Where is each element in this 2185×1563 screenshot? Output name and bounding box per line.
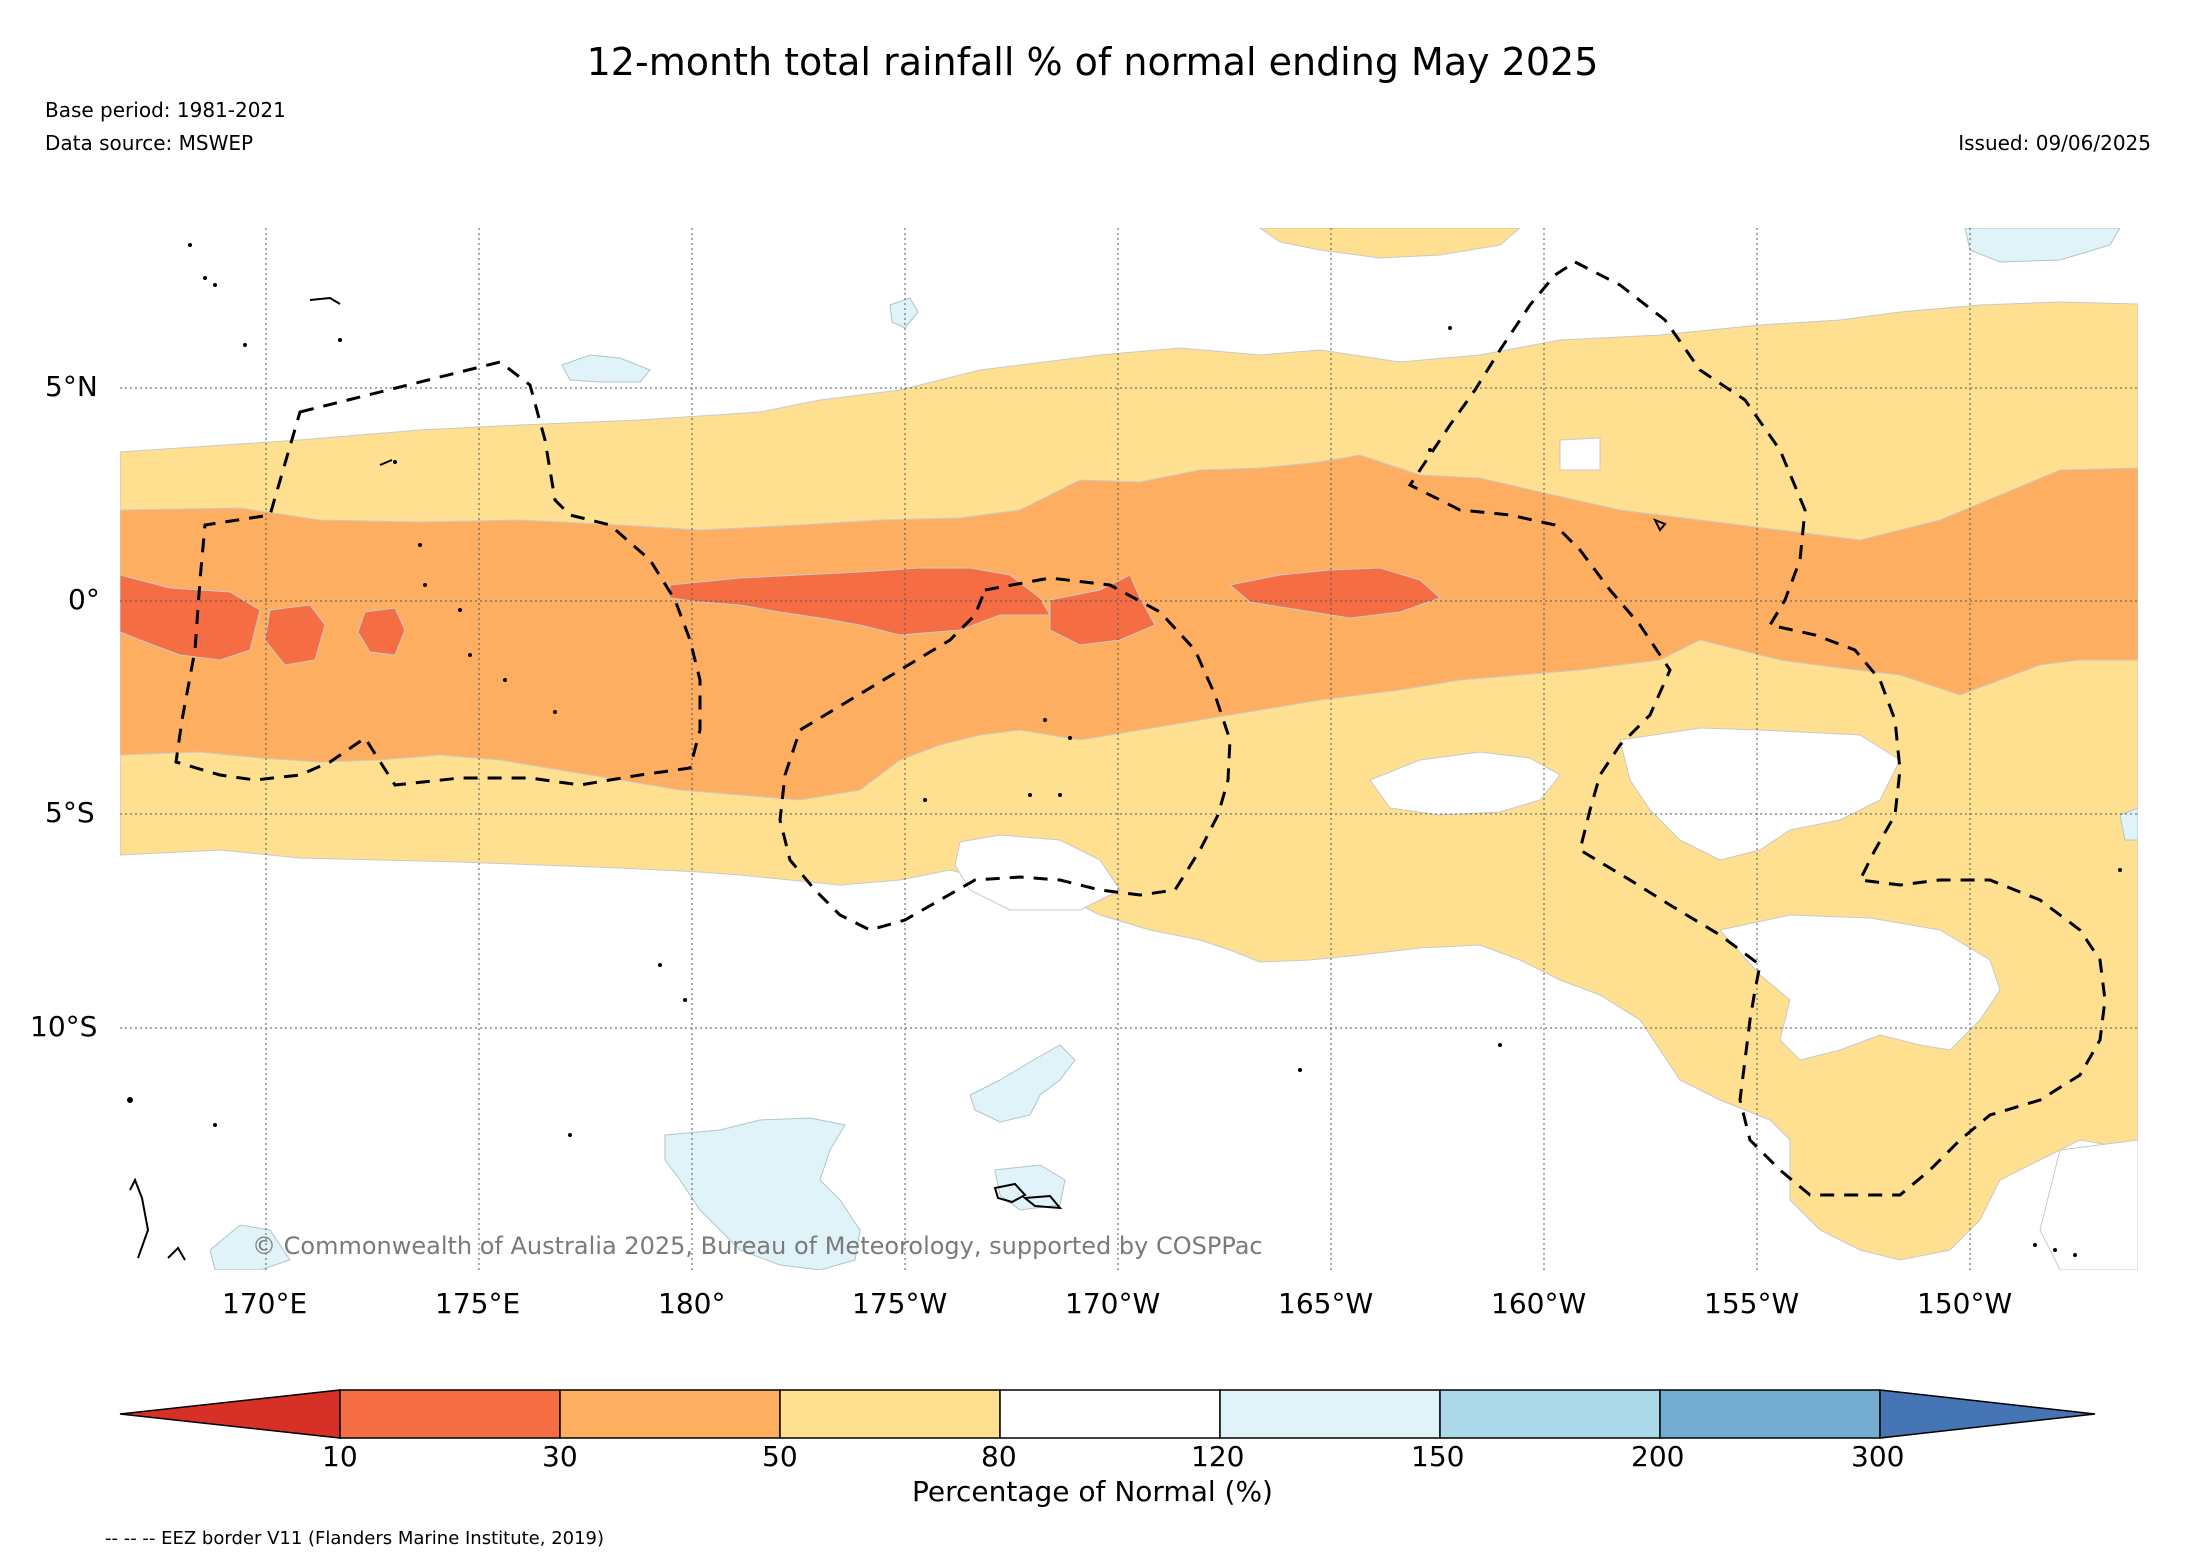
colorbar-segment — [339, 1389, 561, 1439]
colorbar-tick: 50 — [762, 1440, 798, 1473]
copyright-text: © Commonwealth of Australia 2025, Bureau… — [252, 1232, 1263, 1260]
lon-label: 160°W — [1491, 1287, 1587, 1320]
lon-label: 180° — [658, 1287, 726, 1320]
gridlines — [120, 228, 2138, 1270]
lon-label: 175°E — [435, 1287, 521, 1320]
colorbar-tick: 300 — [1851, 1440, 1905, 1473]
colorbar-segment — [1219, 1389, 1441, 1439]
issued-date-text: Issued: 09/06/2025 — [1958, 131, 2151, 155]
lat-label: 10°S — [30, 1010, 98, 1043]
colorbar-segment — [1439, 1389, 1661, 1439]
islands — [129, 296, 1667, 1261]
atoll-markers — [127, 243, 2122, 1257]
base-period-text: Base period: 1981-2021 — [45, 98, 286, 122]
data-source-text: Data source: MSWEP — [45, 131, 254, 155]
colorbar-tick: 150 — [1411, 1440, 1465, 1473]
colorbar-segment — [559, 1389, 781, 1439]
lon-label: 170°E — [222, 1287, 308, 1320]
lat-label: 5°S — [45, 796, 95, 829]
lat-label: 0° — [68, 583, 100, 616]
colorbar-tick: 200 — [1631, 1440, 1685, 1473]
lon-label: 170°W — [1065, 1287, 1161, 1320]
lon-label: 175°W — [852, 1287, 948, 1320]
lon-label: 150°W — [1917, 1287, 2013, 1320]
colorbar-tick: 80 — [981, 1440, 1017, 1473]
samoa-island — [1022, 1194, 1063, 1210]
lon-label: 165°W — [1278, 1287, 1374, 1320]
band-50-80-north — [1259, 228, 1521, 259]
map-plot-area — [120, 228, 2138, 1270]
colorbar-tick: 120 — [1191, 1440, 1245, 1473]
eez-legend-note: -- -- -- EEZ border V11 (Flanders Marine… — [105, 1528, 605, 1549]
colorbar-segment — [779, 1389, 1001, 1439]
colorbar-segment — [1659, 1389, 1881, 1439]
colorbar-segment — [999, 1389, 1221, 1439]
eez-kiribati-gilbert — [174, 360, 702, 787]
lat-label: 5°N — [45, 370, 98, 403]
map-title: 12-month total rainfall % of normal endi… — [586, 40, 1599, 84]
eez-borders — [174, 260, 2107, 1197]
colorbar-extend-high — [1879, 1389, 2096, 1439]
samoa-island — [993, 1182, 1027, 1204]
lon-label: 155°W — [1704, 1287, 1800, 1320]
eez-tuvalu-tokelau — [778, 576, 1232, 932]
band-10-30-east — [1228, 567, 1441, 619]
colorbar-tick: 30 — [542, 1440, 578, 1473]
colorbar-title: Percentage of Normal (%) — [912, 1475, 1273, 1508]
colorbar-extend-low — [119, 1389, 341, 1439]
colorbar-tick: 10 — [322, 1440, 358, 1473]
